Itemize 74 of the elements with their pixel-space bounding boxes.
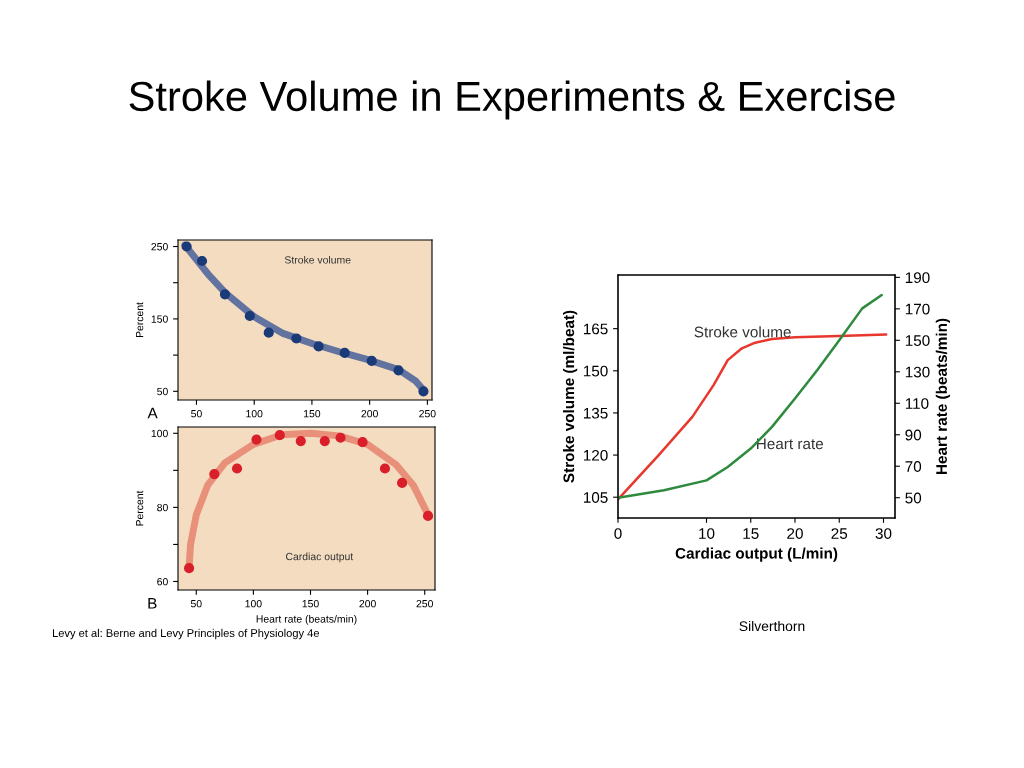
text: Silverthorn	[739, 620, 805, 632]
x-tick-label: 100	[246, 410, 263, 418]
point	[244, 310, 255, 322]
x-tick-label: 15	[743, 528, 759, 539]
x-tick-label: 50	[191, 410, 202, 418]
y-axis-title: Percent	[136, 302, 144, 338]
point	[209, 468, 220, 480]
point	[357, 437, 368, 448]
x-tick-label: 0	[614, 528, 622, 539]
point	[274, 430, 285, 441]
x-axis-title: Cardiac output (L/min)	[675, 547, 838, 562]
y-axis-title: Stroke volume (ml/beat)	[562, 310, 578, 483]
x-tick-label: 200	[361, 410, 378, 418]
x-tick-label: 10	[699, 528, 715, 539]
line-series	[618, 293, 883, 499]
x-axis-title: Heart rate (beats/min)	[256, 614, 357, 625]
y2-tick-label: 50	[905, 492, 922, 504]
y-tick-label: 135	[583, 407, 608, 419]
x-tick-label: 20	[787, 528, 803, 539]
point	[339, 347, 350, 359]
point	[313, 341, 324, 352]
y-tick-label: 120	[583, 449, 608, 461]
text: B	[148, 598, 157, 609]
text: Levy et al: Berne and Levy Principles of Physiology 4e	[52, 628, 320, 640]
y2-axis-title: Heart rate (beats/min)	[935, 318, 951, 475]
y2-tick-label: 150	[905, 335, 930, 346]
point	[379, 463, 391, 474]
point	[397, 477, 408, 489]
x-tick-label: 50	[190, 600, 202, 608]
x-tick-label: 200	[359, 600, 376, 608]
point	[366, 355, 377, 366]
y-tick-label: 150	[583, 365, 608, 377]
y-tick-label: 100	[151, 429, 168, 438]
x-tick-label: 25	[831, 528, 848, 539]
y-tick-label: 165	[583, 323, 608, 335]
x-tick-label: 150	[304, 410, 321, 418]
point	[335, 432, 346, 443]
y2-tick-label: 170	[905, 303, 930, 315]
point	[295, 435, 306, 447]
series-label: Heart rate	[757, 438, 824, 450]
point	[422, 510, 434, 521]
y-tick-label: 80	[157, 503, 168, 512]
series-label: Stroke volume	[694, 326, 791, 338]
y2-tick-label: 90	[905, 429, 922, 441]
text: A	[147, 407, 158, 419]
point	[319, 435, 330, 447]
x-tick-label: 100	[245, 600, 262, 608]
y2-tick-label: 110	[905, 398, 929, 409]
y2-tick-label: 70	[905, 461, 922, 472]
text: Cardiac output	[286, 552, 354, 563]
x-tick-label: 30	[875, 528, 892, 539]
point	[263, 327, 274, 338]
point	[183, 563, 195, 574]
point	[251, 434, 262, 445]
x-tick-label: 150	[302, 600, 319, 608]
point	[231, 463, 243, 474]
point	[181, 241, 192, 252]
y-tick-label: 250	[151, 243, 168, 251]
text: Stroke volume	[284, 255, 351, 264]
point	[196, 255, 208, 267]
y2-tick-label: 190	[905, 272, 930, 284]
y-tick-label: 105	[583, 492, 608, 503]
y-tick-label: 60	[157, 577, 168, 586]
y2-tick-label: 130	[905, 366, 930, 378]
point	[291, 333, 302, 344]
x-tick-label: 250	[419, 410, 436, 418]
x-tick-label: 250	[416, 600, 433, 608]
point	[219, 289, 231, 300]
y-axis-title: Percent	[136, 490, 144, 526]
point	[393, 365, 404, 376]
chart-title: Stroke Volume in Experiments & Exercise	[129, 80, 895, 120]
y-tick-label: 50	[157, 387, 168, 396]
y-tick-label: 150	[151, 315, 168, 323]
point	[418, 386, 429, 397]
